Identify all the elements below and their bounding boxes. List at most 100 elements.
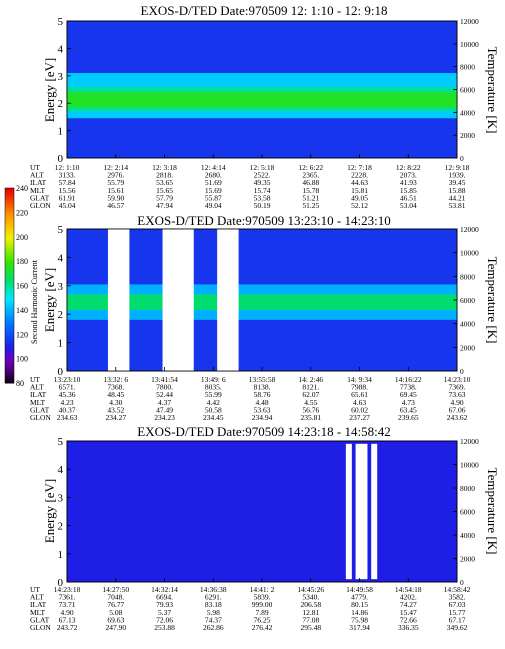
table-cell: 46.88 xyxy=(302,178,319,187)
table-cell: 44.21 xyxy=(449,193,466,202)
colorbar-segment xyxy=(5,319,14,323)
table-cell: 234.63 xyxy=(57,413,78,422)
table-cell: 14:45:26 xyxy=(297,585,324,594)
panel-2-ylabel: Energy [eV] xyxy=(42,268,57,332)
colorbar-segment xyxy=(5,290,14,294)
colorbar-segment xyxy=(5,336,14,340)
yr-tick-label: 4000 xyxy=(460,108,475,117)
panel-3-plot-area xyxy=(66,440,458,583)
table-cell: 67.03 xyxy=(449,600,466,609)
table-cell: 50.58 xyxy=(205,405,222,414)
table-cell: 276.42 xyxy=(252,623,273,632)
yr-tick-label: 8000 xyxy=(460,63,475,72)
table-cell: 76.25 xyxy=(254,615,271,624)
colorbar-ticks: 80 100 120 140 160 180 200 220 240 xyxy=(16,184,28,388)
table-cell: 43.52 xyxy=(107,405,124,414)
table-cell: 49.05 xyxy=(351,193,368,202)
table-cell: 14:32:14 xyxy=(151,585,178,594)
table-cell: 15.65 xyxy=(156,186,173,195)
colorbar-segment xyxy=(5,344,14,347)
table-row-label: GLON xyxy=(30,201,51,210)
panel-1: EXOS-D/TED Date:970509 12: 1:10 - 12: 9:… xyxy=(30,3,500,210)
table-row-label: ILAT xyxy=(30,390,47,399)
table-cell: 14: 9:34 xyxy=(347,375,372,384)
table-cell: 295.48 xyxy=(300,623,321,632)
table-cell: 74.27 xyxy=(400,600,417,609)
panel-2: EXOS-D/TED Date:970509 13:23:10 - 14:23:… xyxy=(30,213,500,422)
table-cell: 75.98 xyxy=(351,615,368,624)
table-cell: 69.63 xyxy=(107,615,124,624)
table-row-label: MLT xyxy=(30,186,46,195)
colorbar-segment xyxy=(5,368,14,372)
y-tick-label: 3 xyxy=(58,492,64,504)
colorbar-segment xyxy=(5,317,14,321)
colorbar-segment xyxy=(5,231,14,235)
table-cell: 40.37 xyxy=(59,405,76,414)
colorbar-segment xyxy=(5,297,14,301)
colorbar-segment xyxy=(5,341,14,345)
colorbar-tick-label: 180 xyxy=(16,257,28,266)
yr-tick-label: 6000 xyxy=(460,296,475,305)
y-tick-label: 5 xyxy=(58,436,64,448)
table-cell: 51.21 xyxy=(302,193,319,202)
colorbar-label: Second Harmonic Current xyxy=(30,259,39,344)
table-cell: 6291. xyxy=(205,593,222,602)
table-cell: 13:41:54 xyxy=(151,375,178,384)
colorbar-segment xyxy=(5,253,14,257)
table-row-label: GLON xyxy=(30,623,51,632)
y-tick-label: 0 xyxy=(58,153,64,165)
panel-1-band-2 xyxy=(67,92,457,108)
colorbar-segment xyxy=(5,363,14,367)
table-cell: 45.36 xyxy=(59,390,76,399)
colorbar-segment xyxy=(5,346,14,350)
table-cell: 15.77 xyxy=(449,608,466,617)
yr-tick-label: 4000 xyxy=(460,531,475,540)
colorbar-segment xyxy=(5,375,14,379)
table-cell: 4.23 xyxy=(60,398,73,407)
table-cell: 247.90 xyxy=(105,623,126,632)
table-cell: 4779. xyxy=(351,593,368,602)
table-cell: 8121. xyxy=(302,383,319,392)
table-cell: 13:49: 6 xyxy=(201,375,226,384)
table-cell: 12: 2:14 xyxy=(103,163,128,172)
colorbar-segment xyxy=(5,202,14,206)
panel-2-data-gap-1 xyxy=(162,229,194,371)
colorbar-segment xyxy=(5,207,14,211)
table-cell: 63.45 xyxy=(400,405,417,414)
colorbar-segment xyxy=(5,285,14,289)
colorbar-segment xyxy=(5,283,14,286)
yr-tick-label: 6000 xyxy=(460,86,475,95)
table-cell: 49.04 xyxy=(205,201,222,210)
colorbar-segment xyxy=(5,229,14,233)
table-row-label: GLAT xyxy=(30,193,50,202)
colorbar-segment xyxy=(5,356,14,360)
table-cell: 67.17 xyxy=(449,615,466,624)
colorbar-segment xyxy=(5,239,14,243)
table-cell: 53.63 xyxy=(254,405,271,414)
colorbar-segment xyxy=(5,324,14,328)
y-tick-label: 2 xyxy=(58,98,64,110)
table-cell: 206.58 xyxy=(300,600,321,609)
table-cell: 47.94 xyxy=(156,201,173,210)
colorbar-segment xyxy=(5,278,14,282)
panel-3-marks xyxy=(345,443,378,580)
colorbar-segment xyxy=(5,192,14,196)
yr-tick-label: 12000 xyxy=(460,225,479,234)
yr-tick-label: 2000 xyxy=(460,555,475,564)
table-cell: 234.94 xyxy=(252,413,273,422)
colorbar-scale xyxy=(5,188,14,384)
table-cell: 234.45 xyxy=(203,413,224,422)
panel-2-title: EXOS-D/TED Date:970509 13:23:10 - 14:23:… xyxy=(137,213,390,228)
table-cell: 14:16:22 xyxy=(395,375,422,384)
table-cell: 2522. xyxy=(254,171,271,180)
table-cell: 4.30 xyxy=(109,398,122,407)
table-cell: 4.48 xyxy=(255,398,268,407)
table-row-label: GLAT xyxy=(30,405,50,414)
colorbar-segment xyxy=(5,307,14,311)
table-cell: 49.35 xyxy=(254,178,271,187)
colorbar-segment xyxy=(5,227,14,230)
colorbar-segment xyxy=(5,263,14,267)
table-cell: 67.13 xyxy=(59,615,76,624)
table-cell: 3133. xyxy=(59,171,76,180)
table-cell: 14: 2:46 xyxy=(298,375,323,384)
